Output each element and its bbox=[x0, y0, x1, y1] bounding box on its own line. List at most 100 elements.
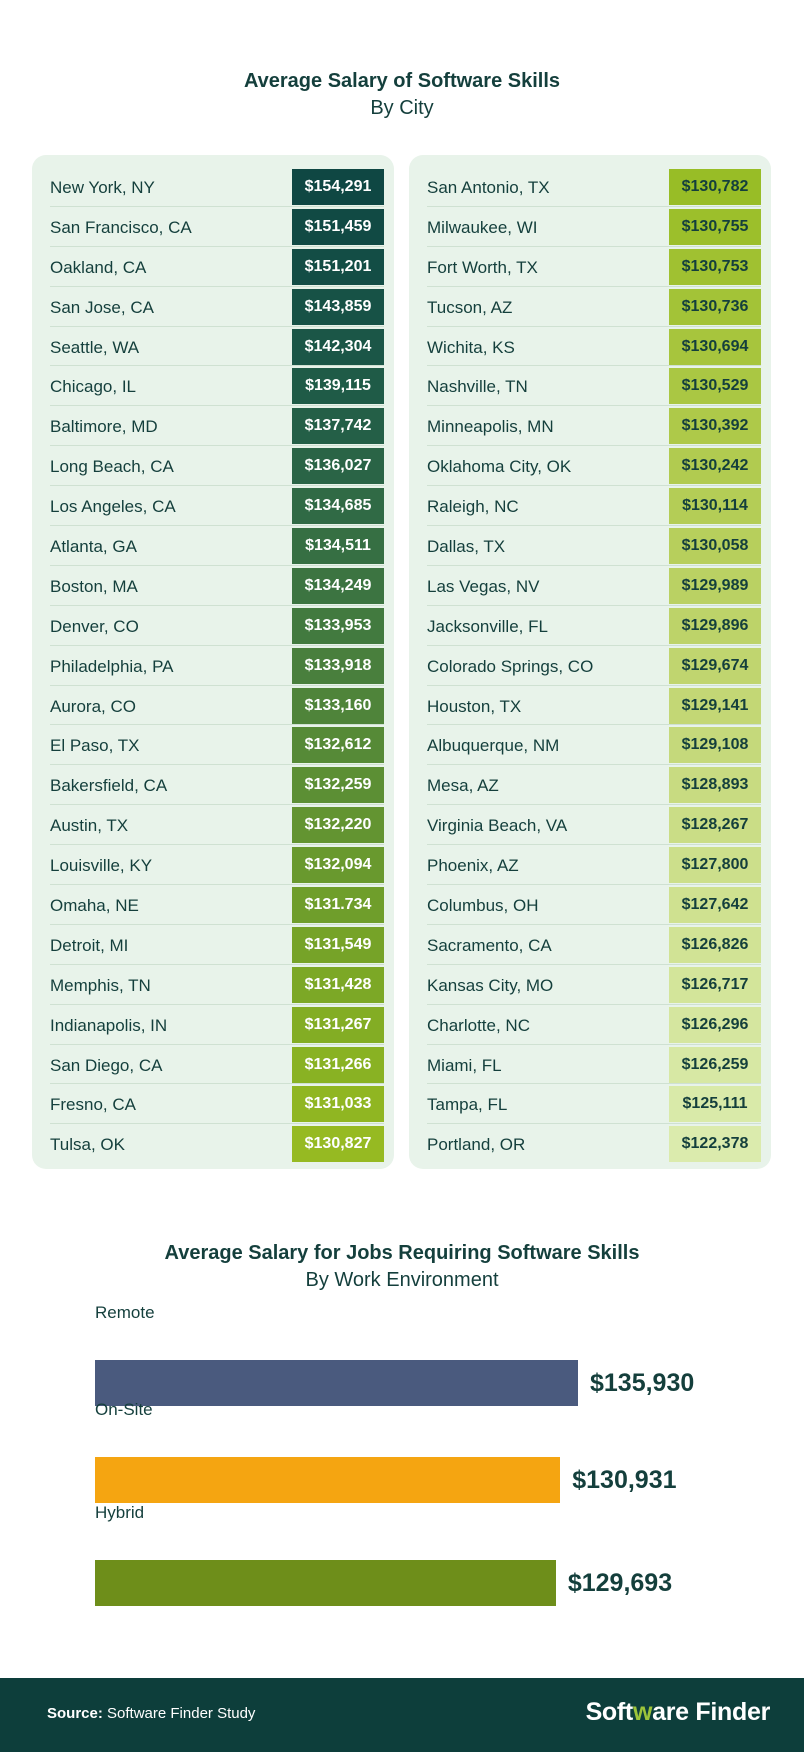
row-divider bbox=[50, 963, 384, 965]
salary-value: $130,753 bbox=[669, 248, 761, 285]
city-name: Oklahoma City, OK bbox=[427, 457, 572, 477]
row-divider bbox=[50, 844, 384, 846]
city-rows-right: San Antonio, TX $130,782 Milwaukee, WI $130… bbox=[409, 167, 771, 1164]
city-name: Los Angeles, CA bbox=[50, 497, 176, 517]
city-row: Sacramento, CA $126,826 bbox=[409, 925, 771, 965]
salary-value: $130,755 bbox=[669, 208, 761, 245]
source-label: Source: bbox=[47, 1705, 103, 1722]
salary-value: $130,827 bbox=[292, 1126, 384, 1163]
row-divider bbox=[50, 684, 384, 686]
row-divider bbox=[50, 804, 384, 806]
city-row: El Paso, TX $132,612 bbox=[32, 725, 394, 766]
salary-value: $134,685 bbox=[292, 488, 384, 525]
row-divider bbox=[427, 205, 761, 207]
logo-w: w bbox=[632, 1698, 653, 1726]
bar-value-label: $130,931 bbox=[572, 1466, 677, 1494]
city-chart-title-block: Average Salary of Software Skills By Cit… bbox=[0, 70, 804, 120]
city-panel-right: San Antonio, TX $130,782 Milwaukee, WI $130… bbox=[409, 155, 771, 1169]
row-divider bbox=[50, 445, 384, 447]
salary-value: $142,304 bbox=[292, 328, 384, 365]
salary-value: $133,160 bbox=[292, 687, 384, 724]
city-name: Houston, TX bbox=[427, 696, 522, 716]
city-chart-title: Average Salary of Software Skills bbox=[243, 70, 561, 92]
city-row: Tampa, FL $125,111 bbox=[409, 1084, 771, 1125]
row-divider bbox=[50, 923, 384, 925]
city-name: Phoenix, AZ bbox=[427, 856, 519, 876]
row-divider bbox=[427, 285, 761, 287]
city-name: New York, NY bbox=[50, 178, 155, 197]
salary-value: $130,058 bbox=[669, 528, 761, 565]
row-divider bbox=[50, 1003, 384, 1005]
city-name: Fort Worth, TX bbox=[427, 257, 538, 277]
city-name: San Diego, CA bbox=[50, 1055, 163, 1075]
city-name: Denver, CO bbox=[50, 616, 139, 636]
salary-value: $134,249 bbox=[292, 567, 384, 604]
footer: Source: Software Finder Study Software F… bbox=[0, 1678, 804, 1752]
bar bbox=[95, 1360, 578, 1406]
city-row: Fresno, CA $131,033 bbox=[32, 1084, 394, 1125]
city-rows-left: New York, NY $154,291 San Francisco, CA $15… bbox=[32, 167, 394, 1164]
city-row: San Antonio, TX $130,782 bbox=[409, 167, 771, 207]
row-divider bbox=[50, 405, 384, 407]
row-divider bbox=[427, 604, 761, 606]
city-row: Jacksonville, FL $129,896 bbox=[409, 606, 771, 646]
city-name: Philadelphia, PA bbox=[50, 656, 174, 676]
salary-value: $125,111 bbox=[669, 1086, 761, 1123]
city-row: Kansas City, MO $126,717 bbox=[409, 965, 771, 1005]
city-row: Charlotte, NC $126,296 bbox=[409, 1005, 771, 1045]
city-row: Minneapolis, MN $130,392 bbox=[409, 406, 771, 447]
row-divider bbox=[427, 245, 761, 247]
salary-value: $129,108 bbox=[669, 727, 761, 764]
salary-value: $130,392 bbox=[669, 408, 761, 445]
city-name: Kansas City, MO bbox=[427, 975, 554, 995]
row-divider bbox=[50, 1123, 384, 1125]
env-chart-title: Average Salary for Jobs Requiring Softwa… bbox=[164, 1242, 640, 1264]
city-name: El Paso, TX bbox=[50, 736, 140, 756]
city-name: Omaha, NE bbox=[50, 896, 139, 916]
city-row: Memphis, TN $131,428 bbox=[32, 965, 394, 1005]
city-row: Nashville, TN $130,529 bbox=[409, 366, 771, 407]
city-name: Boston, MA bbox=[50, 576, 138, 596]
city-name: Virginia Beach, VA bbox=[427, 816, 568, 836]
row-divider bbox=[427, 684, 761, 686]
city-row: Aurora, CO $133,160 bbox=[32, 686, 394, 726]
source-note: Source: Software Finder Study bbox=[47, 1705, 255, 1722]
city-name: San Jose, CA bbox=[50, 297, 154, 317]
row-divider bbox=[427, 1123, 761, 1125]
salary-value: $133,918 bbox=[292, 647, 384, 684]
city-name: Atlanta, GA bbox=[50, 537, 137, 557]
row-divider bbox=[427, 963, 761, 965]
row-divider bbox=[427, 405, 761, 407]
city-name: Nashville, TN bbox=[427, 377, 528, 397]
city-row: Fort Worth, TX $130,753 bbox=[409, 247, 771, 287]
city-name: Baltimore, MD bbox=[50, 417, 158, 437]
salary-value: $133,953 bbox=[292, 607, 384, 644]
row-divider bbox=[50, 485, 384, 487]
city-row: Boston, MA $134,249 bbox=[32, 566, 394, 606]
row-divider bbox=[50, 1083, 384, 1085]
salary-value: $151,459 bbox=[292, 208, 384, 245]
salary-value: $154,291 bbox=[292, 169, 384, 205]
city-row: Louisville, KY $132,094 bbox=[32, 845, 394, 886]
salary-value: $132,612 bbox=[292, 727, 384, 764]
city-name: Seattle, WA bbox=[50, 337, 140, 357]
salary-value: $136,027 bbox=[292, 448, 384, 485]
row-divider bbox=[427, 644, 761, 646]
city-name: Austin, TX bbox=[50, 816, 129, 836]
salary-value: $129,674 bbox=[669, 647, 761, 684]
bar-value-label: $129,693 bbox=[567, 1569, 673, 1597]
row-divider bbox=[50, 245, 384, 247]
row-divider bbox=[427, 884, 761, 886]
salary-value: $130,529 bbox=[669, 368, 761, 405]
logo-suffix: are Finder bbox=[652, 1698, 770, 1726]
row-divider bbox=[427, 525, 761, 527]
city-row: Las Vegas, NV $129,989 bbox=[409, 566, 771, 606]
city-row: Dallas, TX $130,058 bbox=[409, 526, 771, 566]
row-divider bbox=[50, 764, 384, 766]
salary-value: $128,267 bbox=[669, 807, 761, 844]
city-name: Detroit, MI bbox=[50, 935, 129, 955]
salary-value: $131.734 bbox=[292, 887, 384, 924]
city-row: Denver, CO $133,953 bbox=[32, 606, 394, 646]
salary-value: $128,893 bbox=[669, 767, 761, 804]
salary-value: $127,642 bbox=[669, 887, 761, 924]
